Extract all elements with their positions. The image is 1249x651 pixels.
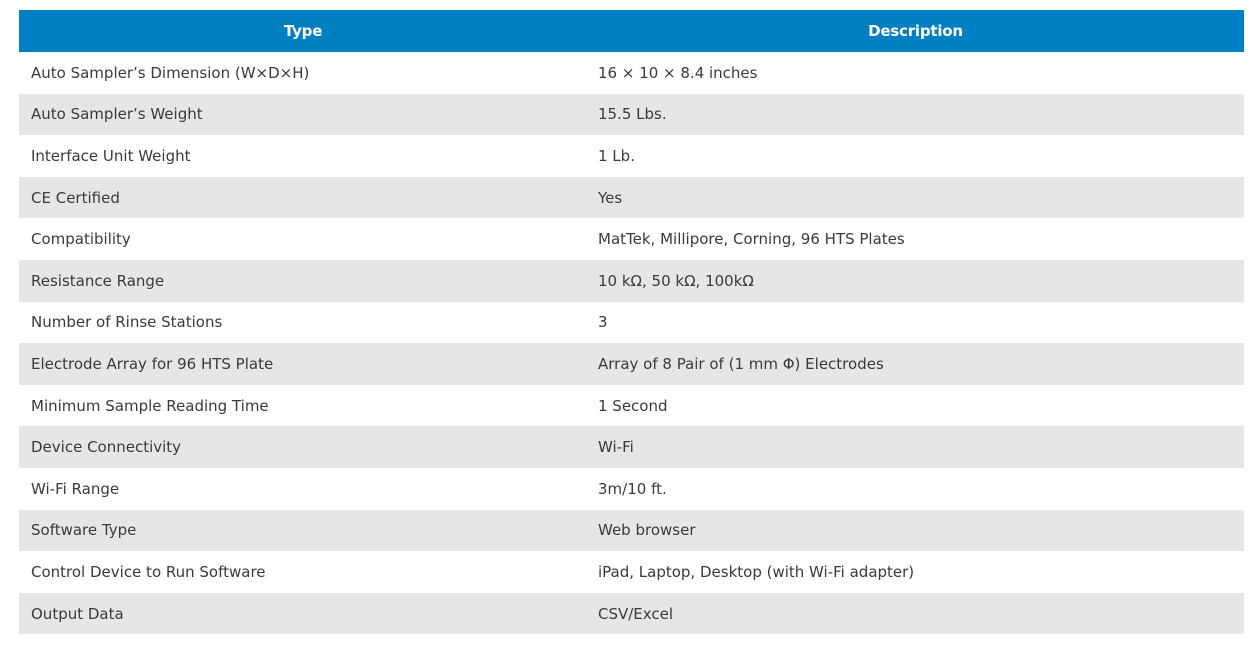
column-header-description: Description <box>587 10 1244 52</box>
description-cell: 3 <box>587 301 1244 344</box>
table-row: Electrode Array for 96 HTS Plate Array o… <box>19 343 1244 385</box>
table-row: Number of Rinse Stations 3 <box>19 301 1244 344</box>
table-body: Auto Sampler’s Dimension (W×D×H) 16 × 10… <box>19 52 1244 635</box>
description-cell: Web browser <box>587 509 1244 552</box>
type-cell: Resistance Range <box>19 259 587 302</box>
table-row: Device Connectivity Wi-Fi <box>19 426 1244 468</box>
table-row: Software Type Web browser <box>19 509 1244 552</box>
specifications-table: Type Description Auto Sampler’s Dimensio… <box>19 10 1244 635</box>
description-cell: MatTek, Millipore, Corning, 96 HTS Plate… <box>587 218 1244 260</box>
type-cell: Output Data <box>19 592 587 635</box>
type-cell: Interface Unit Weight <box>19 135 587 177</box>
type-cell: Auto Sampler’s Weight <box>19 93 587 136</box>
table-header: Type Description <box>19 10 1244 52</box>
column-header-type: Type <box>19 10 587 52</box>
header-row: Type Description <box>19 10 1244 52</box>
table-row: Auto Sampler’s Dimension (W×D×H) 16 × 10… <box>19 52 1244 94</box>
description-cell: 1 Lb. <box>587 135 1244 177</box>
type-cell: Number of Rinse Stations <box>19 301 587 344</box>
type-cell: Compatibility <box>19 218 587 260</box>
type-cell: CE Certified <box>19 176 587 219</box>
description-cell: Array of 8 Pair of (1 mm Φ) Electrodes <box>587 343 1244 385</box>
table-row: Output Data CSV/Excel <box>19 592 1244 635</box>
table-row: Resistance Range 10 kΩ, 50 kΩ, 100kΩ <box>19 259 1244 302</box>
description-cell: Wi-Fi <box>587 426 1244 468</box>
description-cell: 1 Second <box>587 384 1244 427</box>
description-cell: iPad, Laptop, Desktop (with Wi-Fi adapte… <box>587 551 1244 593</box>
table-row: Auto Sampler’s Weight 15.5 Lbs. <box>19 93 1244 136</box>
type-cell: Device Connectivity <box>19 426 587 468</box>
table-row: CE Certified Yes <box>19 176 1244 219</box>
description-cell: Yes <box>587 176 1244 219</box>
type-cell: Wi-Fi Range <box>19 467 587 510</box>
type-cell: Auto Sampler’s Dimension (W×D×H) <box>19 52 587 94</box>
table-row: Wi-Fi Range 3m/10 ft. <box>19 467 1244 510</box>
type-cell: Control Device to Run Software <box>19 551 587 593</box>
description-cell: 10 kΩ, 50 kΩ, 100kΩ <box>587 259 1244 302</box>
type-cell: Software Type <box>19 509 587 552</box>
table-row: Control Device to Run Software iPad, Lap… <box>19 551 1244 593</box>
description-cell: CSV/Excel <box>587 592 1244 635</box>
type-cell: Electrode Array for 96 HTS Plate <box>19 343 587 385</box>
type-cell: Minimum Sample Reading Time <box>19 384 587 427</box>
description-cell: 15.5 Lbs. <box>587 93 1244 136</box>
table-row: Interface Unit Weight 1 Lb. <box>19 135 1244 177</box>
description-cell: 16 × 10 × 8.4 inches <box>587 52 1244 94</box>
table-row: Minimum Sample Reading Time 1 Second <box>19 384 1244 427</box>
table-row: Compatibility MatTek, Millipore, Corning… <box>19 218 1244 260</box>
spec-table-container: Type Description Auto Sampler’s Dimensio… <box>19 10 1244 635</box>
description-cell: 3m/10 ft. <box>587 467 1244 510</box>
